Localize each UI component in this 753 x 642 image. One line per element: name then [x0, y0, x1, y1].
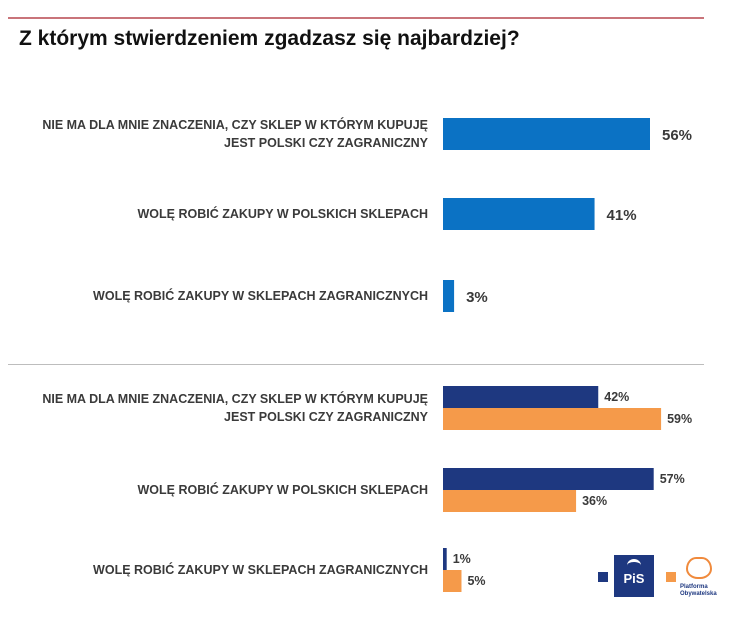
legend-swatch-pis	[598, 572, 608, 582]
legend: PiS Platforma Obywatelska	[598, 555, 728, 600]
category-label: NIE MA DLA MNIE ZNACZENIA, CZY SKLEP W K…	[8, 390, 428, 426]
top-rule	[8, 17, 704, 19]
bar	[443, 468, 654, 490]
category-label-line: NIE MA DLA MNIE ZNACZENIA, CZY SKLEP W K…	[42, 118, 428, 132]
value-label: 57%	[660, 472, 685, 486]
value-label: 59%	[667, 412, 692, 426]
category-label: WOLĘ ROBIĆ ZAKUPY W POLSKICH SKLEPACH	[8, 481, 428, 499]
category-label-line: WOLĘ ROBIĆ ZAKUPY W POLSKICH SKLEPACH	[137, 483, 428, 497]
pis-logo-text: PiS	[623, 571, 645, 586]
section-divider	[8, 364, 704, 365]
value-label: 1%	[453, 552, 471, 566]
eagle-icon	[627, 559, 641, 572]
bar	[443, 408, 662, 430]
value-label: 3%	[466, 289, 488, 306]
value-label: 36%	[582, 494, 607, 508]
legend-swatch-po	[666, 572, 676, 582]
bar	[443, 490, 577, 512]
bar	[443, 570, 462, 592]
bar	[443, 118, 650, 150]
value-label: 56%	[662, 127, 692, 144]
chart-title: Z którym stwierdzeniem zgadzasz się najb…	[19, 27, 520, 50]
bar	[443, 280, 455, 312]
category-label: WOLĘ ROBIĆ ZAKUPY W SKLEPACH ZAGRANICZNY…	[8, 561, 428, 579]
heart-icon	[686, 557, 712, 579]
value-label: 42%	[604, 390, 629, 404]
pis-logo: PiS	[614, 555, 654, 597]
value-label: 41%	[607, 207, 637, 224]
category-label-line: NIE MA DLA MNIE ZNACZENIA, CZY SKLEP W K…	[42, 392, 428, 406]
bar	[443, 548, 447, 570]
bar	[443, 198, 595, 230]
category-label-line: WOLĘ ROBIĆ ZAKUPY W SKLEPACH ZAGRANICZNY…	[93, 563, 428, 577]
category-label: NIE MA DLA MNIE ZNACZENIA, CZY SKLEP W K…	[8, 116, 428, 152]
value-label: 5%	[467, 574, 485, 588]
category-label-line: JEST POLSKI CZY ZAGRANICZNY	[224, 136, 428, 150]
po-logo-text: Platforma Obywatelska	[680, 584, 717, 597]
category-label-line: JEST POLSKI CZY ZAGRANICZNY	[224, 410, 428, 424]
bar	[443, 386, 599, 408]
category-label-line: WOLĘ ROBIĆ ZAKUPY W SKLEPACH ZAGRANICZNY…	[93, 289, 428, 303]
category-label: WOLĘ ROBIĆ ZAKUPY W SKLEPACH ZAGRANICZNY…	[8, 287, 428, 305]
platforma-obywatelska-logo: Platforma Obywatelska	[680, 555, 720, 600]
category-label-line: WOLĘ ROBIĆ ZAKUPY W POLSKICH SKLEPACH	[137, 207, 428, 221]
category-label: WOLĘ ROBIĆ ZAKUPY W POLSKICH SKLEPACH	[8, 205, 428, 223]
